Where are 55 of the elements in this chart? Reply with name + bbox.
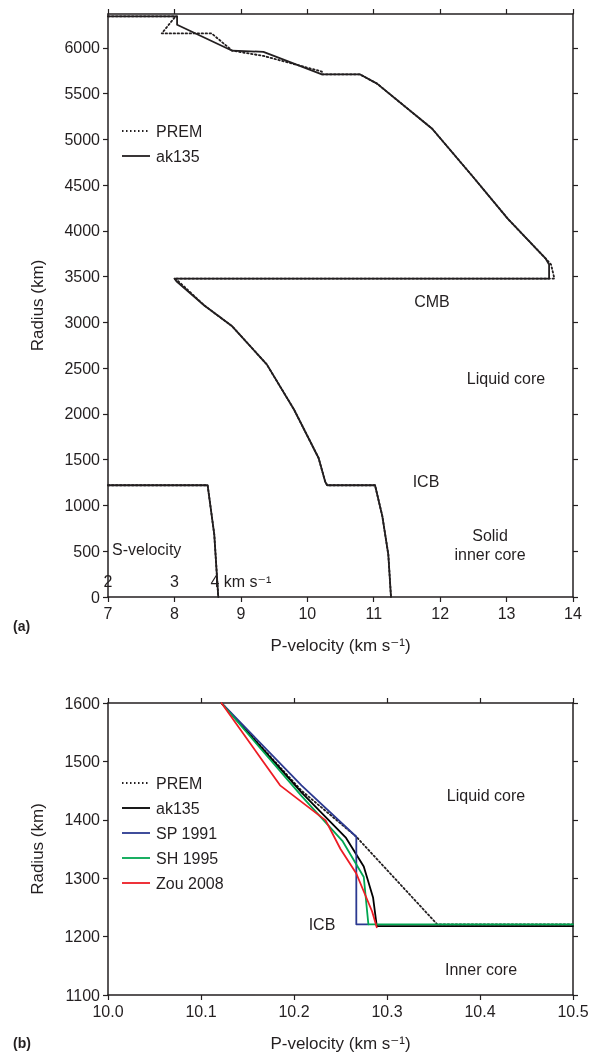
legend-label: ak135 [156, 799, 200, 817]
legend-label: Zou 2008 [156, 874, 224, 892]
x-tick-label: 10.4 [464, 1002, 496, 1020]
annotation: ICB [412, 472, 440, 490]
text: (a) [13, 618, 31, 634]
annotation: CMB [414, 292, 450, 310]
x-tick-label: 10.3 [371, 1002, 403, 1020]
annotation: Solid inner core [454, 527, 526, 563]
y-tick-label: 3500 [64, 268, 101, 286]
x-tick-label: 7 [103, 604, 113, 622]
x-axis-title: P-velocity (km s⁻¹) [270, 636, 411, 655]
x-tick-label: 12 [431, 604, 450, 622]
y-tick-label: 0 [91, 588, 101, 606]
annotation: ICB [308, 915, 336, 933]
legend-label: SP 1991 [156, 824, 218, 842]
y-tick-label: 5000 [64, 130, 101, 148]
y-tick-label: 2500 [64, 359, 101, 377]
y-axis-title: Radius (km) [28, 803, 47, 895]
y-tick-label: 1000 [64, 496, 101, 514]
y-tick-label: 5500 [64, 85, 101, 103]
y-axis-title: Radius (km) [28, 259, 47, 352]
x-tick-label: 10.1 [185, 1002, 217, 1020]
y-tick-label: 1400 [64, 811, 101, 829]
y-tick-label: 6000 [64, 39, 101, 57]
x-tick-label: 14 [564, 604, 582, 622]
x2-tick-label: 3 [169, 572, 179, 590]
y-tick-label: 1600 [64, 694, 101, 712]
legend-label: ak135 [156, 147, 200, 165]
x-axis-title: P-velocity (km s⁻¹) [270, 1034, 411, 1053]
x-tick-label: 10 [298, 604, 317, 622]
text: (b) [13, 1035, 31, 1051]
annotation: Liquid core [466, 369, 546, 387]
y-tick-label: 1500 [64, 752, 101, 770]
x-tick-label: 10.0 [92, 1002, 124, 1020]
y-tick-label: 4000 [64, 222, 101, 240]
y-tick-label: 2000 [64, 405, 101, 423]
legend-label: SH 1995 [156, 849, 219, 867]
legend-label: PREM [156, 122, 203, 140]
y-tick-label: 1100 [65, 986, 101, 1004]
x-tick-label: 13 [497, 604, 516, 622]
y-tick-label: 4500 [64, 176, 101, 194]
y-tick-label: 1500 [64, 451, 101, 469]
y-tick-label: 3000 [64, 313, 101, 331]
y-tick-label: 1200 [64, 928, 101, 946]
x-tick-label: 8 [169, 604, 179, 622]
y-tick-label: 1300 [64, 869, 101, 887]
legend-label: PREM [156, 774, 203, 792]
x-tick-label: 9 [236, 604, 246, 622]
x2-axis-title: S-velocity [112, 540, 182, 558]
x-tick-label: 10.5 [557, 1002, 589, 1020]
x-tick-label: 10.2 [278, 1002, 310, 1020]
x-tick-label: 11 [365, 604, 383, 622]
annotation: Inner core [444, 960, 518, 978]
y-tick-label: 500 [73, 542, 101, 560]
annotation: Liquid core [446, 786, 526, 804]
